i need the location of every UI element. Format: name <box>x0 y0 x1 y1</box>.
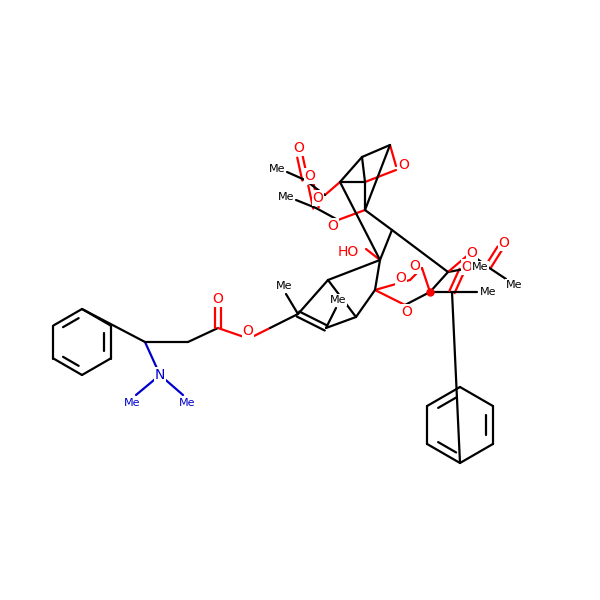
Text: O: O <box>410 259 421 273</box>
Text: Me: Me <box>278 192 294 202</box>
Text: Me: Me <box>179 398 195 408</box>
Text: O: O <box>401 305 412 319</box>
Text: O: O <box>212 292 223 306</box>
Text: HO: HO <box>337 245 359 259</box>
Text: Me: Me <box>330 295 346 305</box>
Text: Me: Me <box>472 262 488 272</box>
Text: Me: Me <box>276 281 292 291</box>
Text: Me: Me <box>269 164 285 174</box>
Text: O: O <box>467 246 478 260</box>
Text: N: N <box>155 368 165 382</box>
Text: O: O <box>395 271 406 285</box>
Text: O: O <box>305 169 316 183</box>
Text: O: O <box>242 324 253 338</box>
Text: O: O <box>461 260 472 274</box>
Text: O: O <box>313 191 323 205</box>
Text: Me: Me <box>124 398 140 408</box>
Text: Me: Me <box>480 287 496 297</box>
Text: O: O <box>499 236 509 250</box>
Text: O: O <box>398 158 409 172</box>
Text: O: O <box>328 219 338 233</box>
Text: Me: Me <box>506 280 522 290</box>
Text: O: O <box>293 141 304 155</box>
